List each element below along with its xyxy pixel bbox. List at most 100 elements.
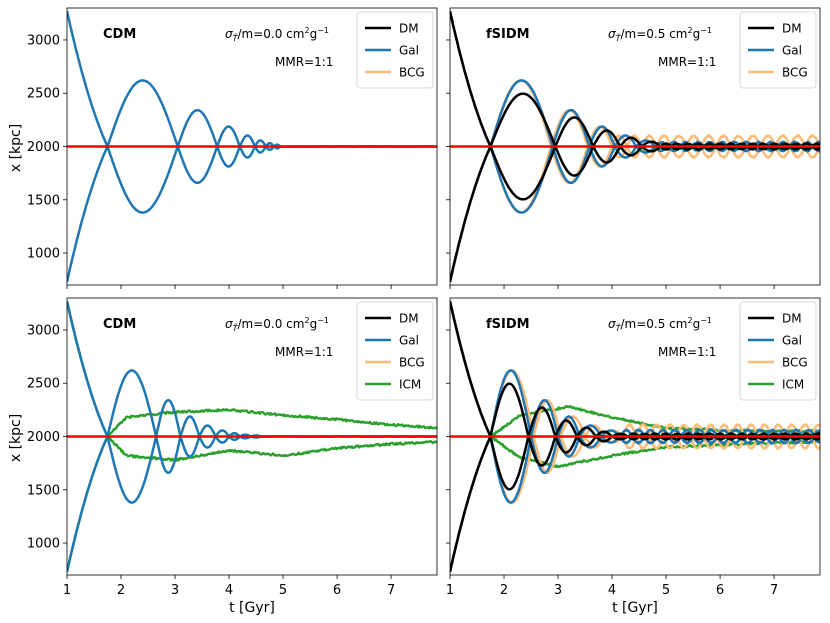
panel-top-left: 1000 1500 2000 2500 3000 CDM σT̃/m=0.0 cm2g−1 M…	[27, 7, 438, 289]
x-tick-label: 5	[662, 583, 670, 598]
legend-label-gal: Gal	[399, 334, 419, 348]
y-axis-label-top: x [kpc]	[8, 124, 24, 172]
x-tick-label: 6	[333, 583, 341, 598]
legend-label-dm: DM	[399, 22, 419, 36]
superscript: 2	[304, 26, 309, 35]
legend-label-bcg: BCG	[399, 66, 425, 80]
y-tick-label: 1000	[27, 537, 60, 552]
superscript: −1	[317, 316, 329, 325]
x-tick-label: 3	[554, 583, 562, 598]
panel-label: fSIDM	[486, 27, 530, 42]
plot-area-bottom-left	[67, 300, 437, 573]
x-tick-label: 2	[117, 583, 125, 598]
cross-section-value: /m=0.0 cm	[238, 317, 305, 331]
plot-area-top-right	[450, 10, 820, 283]
cross-section-value: /m=0.5 cm	[621, 27, 688, 41]
series-bcg-line-upper	[450, 300, 820, 504]
cross-section-annotation: σT̃/m=0.0 cm2g−1	[225, 316, 329, 333]
sigma-subscript: T̃	[233, 33, 239, 43]
superscript: −1	[317, 26, 329, 35]
legend-label-bcg: BCG	[782, 66, 808, 80]
legend-label-bcg: BCG	[782, 356, 808, 370]
legend-label-dm: DM	[782, 312, 802, 326]
x-tick-label: 1	[446, 583, 454, 598]
y-tick-label: 1000	[27, 247, 60, 262]
x-tick-label: 6	[716, 583, 724, 598]
legend	[356, 301, 434, 401]
series-dm-line-lower	[450, 92, 820, 283]
series-gal-line-upper	[450, 10, 820, 214]
sigma-subscript: T̃	[233, 323, 239, 333]
series-gal-line-lower	[450, 79, 820, 283]
sigma-symbol: σ	[225, 27, 233, 41]
y-tick-label: 2500	[27, 377, 60, 392]
sigma-subscript: T̃	[616, 33, 622, 43]
plot-area-bottom-right	[450, 300, 820, 573]
series-gal-line-lower	[450, 369, 820, 573]
legend-label-gal: Gal	[782, 44, 802, 58]
cross-section-value: /m=0.0 cm	[238, 27, 305, 41]
legend-label-gal: Gal	[399, 44, 419, 58]
y-axis-label-bottom: x [kpc]	[8, 414, 24, 462]
panel-bottom-left: 1000 1500 2000 2500 3000 1 2 3 4 5 6 7 CDM σT̃/m=0.0 …	[27, 297, 438, 598]
legend	[739, 301, 817, 401]
y-tick-label: 3000	[27, 323, 60, 338]
x-tick-label: 1	[63, 583, 71, 598]
x-axis-label-left: t [Gyr]	[229, 600, 275, 616]
y-tick-label: 2500	[27, 87, 60, 102]
panel-label: CDM	[103, 27, 136, 42]
x-tick-label: 2	[500, 583, 508, 598]
y-tick-label: 2000	[27, 140, 60, 155]
x-tick-label: 4	[225, 583, 233, 598]
series-bcg-line-lower	[450, 369, 820, 573]
sigma-symbol: σ	[608, 317, 616, 331]
superscript: 2	[687, 316, 692, 325]
legend-label-icm: ICM	[782, 378, 804, 392]
cross-section-annotation: σT̃/m=0.0 cm2g−1	[225, 26, 329, 43]
series-icm-line-lower	[450, 435, 820, 573]
series-gal-line-lower	[67, 369, 437, 573]
legend	[739, 11, 817, 89]
mmr-label: MMR=1:1	[275, 55, 333, 69]
legend-label-dm: DM	[782, 22, 802, 36]
unit-g: g	[310, 27, 318, 41]
panel-label: fSIDM	[486, 317, 530, 332]
legend	[356, 11, 434, 89]
sigma-subscript: T̃	[616, 323, 622, 333]
superscript: 2	[687, 26, 692, 35]
cross-section-value: /m=0.5 cm	[621, 317, 688, 331]
y-tick-label: 1500	[27, 193, 60, 208]
panel-top-right: fSIDM σT̃/m=0.5 cm2g−1 MMR=1:1 DM Gal BCG	[446, 7, 821, 289]
superscript: −1	[700, 316, 712, 325]
y-tick-label: 1500	[27, 483, 60, 498]
unit-g: g	[693, 27, 701, 41]
mmr-label: MMR=1:1	[275, 345, 333, 359]
superscript: −1	[700, 26, 712, 35]
x-tick-label: 3	[171, 583, 179, 598]
unit-g: g	[310, 317, 318, 331]
x-tick-label: 7	[387, 583, 395, 598]
x-tick-label: 7	[770, 583, 778, 598]
series-gal-line-lower	[67, 79, 437, 283]
series-icm-line-upper	[67, 300, 437, 439]
y-tick-label: 3000	[27, 33, 60, 48]
mmr-label: MMR=1:1	[658, 55, 716, 69]
x-tick-label: 4	[608, 583, 616, 598]
cross-section-annotation: σT̃/m=0.5 cm2g−1	[608, 26, 712, 43]
panel-label: CDM	[103, 317, 136, 332]
series-dm-line-lower	[450, 382, 820, 573]
plot-area-top-left	[67, 10, 437, 283]
mmr-label: MMR=1:1	[658, 345, 716, 359]
series-icm-line-lower	[67, 435, 437, 573]
y-tick-label: 2000	[27, 430, 60, 445]
x-tick-label: 5	[279, 583, 287, 598]
legend-label-icm: ICM	[399, 378, 421, 392]
legend-label-bcg: BCG	[399, 356, 425, 370]
unit-g: g	[693, 317, 701, 331]
x-axis-label-right: t [Gyr]	[612, 600, 658, 616]
legend-label-gal: Gal	[782, 334, 802, 348]
sigma-symbol: σ	[608, 27, 616, 41]
legend-label-dm: DM	[399, 312, 419, 326]
